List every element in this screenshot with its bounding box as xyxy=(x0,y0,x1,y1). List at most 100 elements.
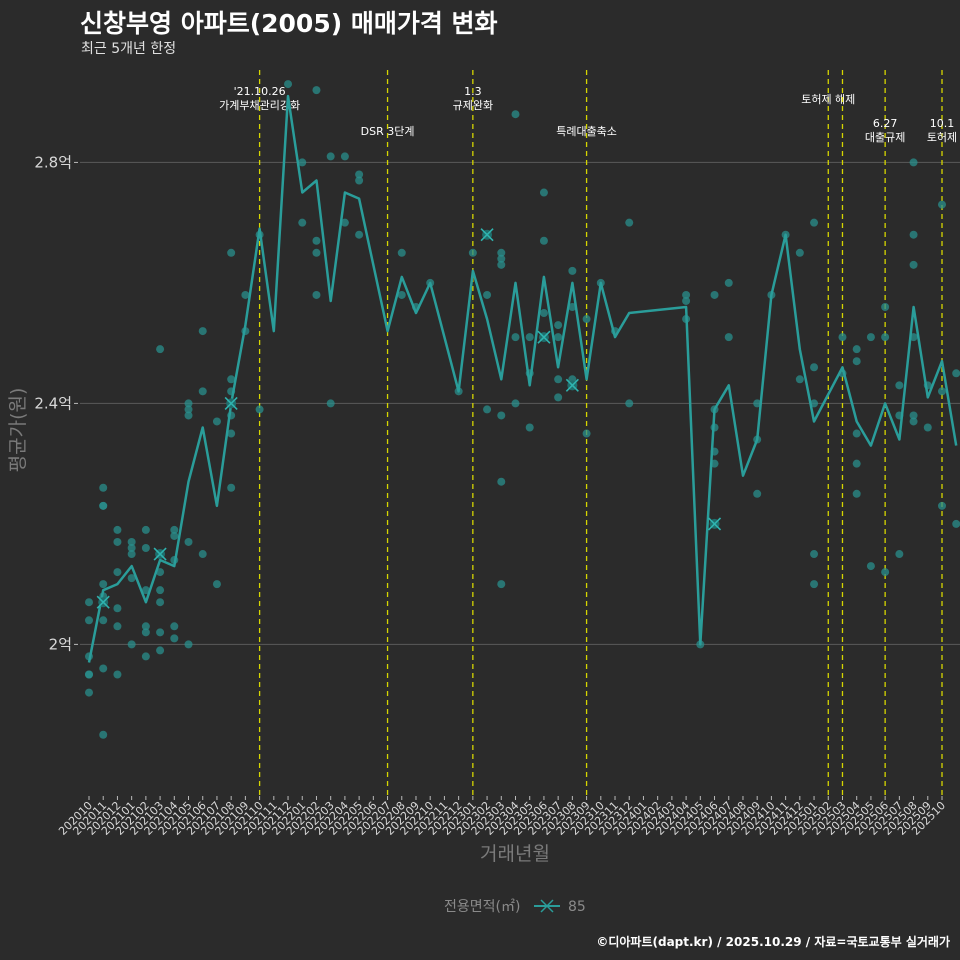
scatter-point xyxy=(724,333,733,342)
scatter-point xyxy=(170,634,179,643)
scatter-point xyxy=(909,158,918,167)
event-annotation: 10.1 xyxy=(930,117,955,130)
scatter-point xyxy=(156,628,165,637)
scatter-point xyxy=(127,543,136,552)
scatter-point xyxy=(85,670,93,679)
scatter-point xyxy=(113,604,122,613)
scatter-point xyxy=(511,110,520,119)
scatter-point xyxy=(682,290,691,299)
scatter-point xyxy=(710,290,719,299)
scatter-point xyxy=(184,537,193,546)
scatter-point xyxy=(852,345,861,354)
scatter-point xyxy=(241,290,250,299)
x-axis-title: 거래년월 xyxy=(480,843,550,865)
scatter-point xyxy=(156,345,165,354)
scatter-point xyxy=(938,387,946,396)
y-axis-ticks: 2억 2.4억 2.8억 xyxy=(34,153,78,653)
scatter-point xyxy=(99,730,108,739)
scatter-point xyxy=(753,489,762,498)
scatter-point xyxy=(795,248,804,257)
scatter-point xyxy=(795,375,804,384)
scatter-point xyxy=(483,290,492,299)
scatter-point xyxy=(852,489,861,498)
event-annotation: 토허제 xyxy=(927,131,957,144)
scatter-point xyxy=(881,568,890,577)
scatter-point xyxy=(582,315,591,324)
event-annotation: DSR 3단계 xyxy=(361,125,415,138)
scatter-point xyxy=(483,405,492,414)
scatter-point xyxy=(99,616,108,625)
scatter-point xyxy=(156,598,165,607)
highlight-x-marker xyxy=(707,517,722,531)
scatter-point xyxy=(127,537,136,546)
highlighted-points xyxy=(96,228,722,609)
scatter-point xyxy=(340,218,349,227)
scatter-point xyxy=(682,296,691,305)
scatter-point xyxy=(810,580,819,589)
scatter-point xyxy=(582,429,591,438)
scatter-point xyxy=(909,417,918,426)
event-annotation: 1.3 xyxy=(464,85,482,98)
scatter-point xyxy=(852,429,861,438)
scatter-point xyxy=(212,580,221,589)
chart-title: 신창부영 아파트(2005) 매매가격 변화 xyxy=(80,9,498,38)
scatter-point xyxy=(810,218,819,227)
scatter-point xyxy=(113,568,122,577)
scatter-point xyxy=(852,459,861,468)
scatter-point xyxy=(909,411,918,420)
scatter-point xyxy=(539,236,548,245)
scatter-point xyxy=(525,333,534,342)
scatter-point xyxy=(99,483,108,492)
event-annotation: 6.27 xyxy=(873,117,898,130)
scatter-point xyxy=(895,550,904,559)
scatter-point xyxy=(724,278,733,287)
scatter-point xyxy=(938,501,946,510)
scatter-point xyxy=(99,501,108,510)
scatter-point xyxy=(156,568,165,577)
scatter-point xyxy=(340,152,349,161)
event-annotation: 가계부채관리강화 xyxy=(219,99,300,112)
scatter-point xyxy=(938,200,946,209)
footer-credit: ©디아파트(dapt.kr) / 2025.10.29 / 자료=국토교통부 실… xyxy=(596,935,950,949)
scatter-point xyxy=(511,333,520,342)
highlight-x-marker xyxy=(224,396,238,410)
scatter-point xyxy=(156,586,165,595)
legend-title: 전용면적(㎡) xyxy=(444,899,520,915)
scatter-point xyxy=(397,248,406,257)
y-tick-label: 2.4억 xyxy=(34,394,72,412)
scatter-point xyxy=(497,254,506,263)
scatter-point xyxy=(852,357,861,366)
scatter-point xyxy=(554,333,563,342)
scatter-point xyxy=(468,248,477,257)
scatter-point xyxy=(895,381,904,390)
scatter-point xyxy=(497,260,506,269)
scatter-point xyxy=(909,230,918,239)
scatter-point xyxy=(568,266,577,275)
highlight-x-marker xyxy=(565,378,579,392)
scatter-point xyxy=(511,399,520,408)
scatter-point xyxy=(525,423,534,432)
scatter-point xyxy=(184,411,193,420)
scatter-point xyxy=(141,628,150,637)
scatter-point xyxy=(312,86,321,95)
highlight-x-marker xyxy=(96,595,110,609)
scatter-point xyxy=(881,333,890,342)
scatter-point xyxy=(298,158,307,167)
scatter-point xyxy=(198,327,207,336)
scatter-point xyxy=(298,218,307,227)
scatter-point xyxy=(312,20,320,28)
scatter-point xyxy=(85,688,93,697)
scatter-point xyxy=(156,646,165,655)
scatter-point xyxy=(952,519,960,528)
scatter-point xyxy=(866,333,875,342)
scatter-point xyxy=(554,393,563,402)
legend-x-marker xyxy=(540,899,554,913)
highlight-x-marker xyxy=(537,330,551,344)
scatter-point xyxy=(355,230,364,239)
scatter-point xyxy=(497,248,506,257)
scatter-point xyxy=(355,170,364,179)
scatter-point xyxy=(127,550,136,559)
scatter-point xyxy=(198,387,207,396)
scatter-point xyxy=(326,152,335,161)
scatter-point xyxy=(227,429,236,438)
